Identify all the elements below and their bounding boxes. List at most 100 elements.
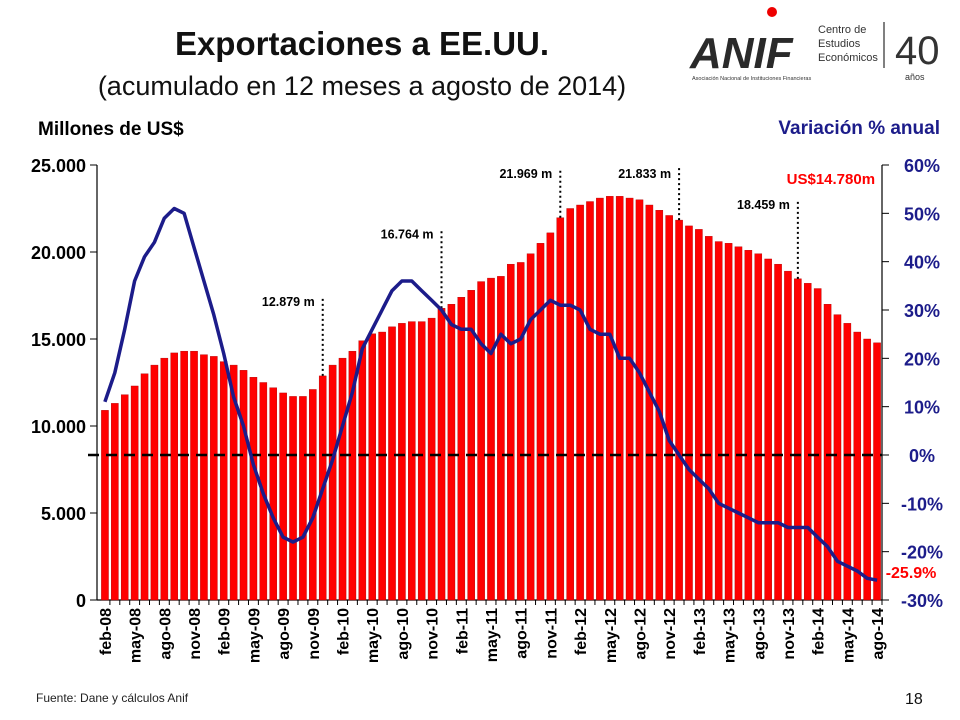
y2-tick-label: 30% (904, 301, 940, 321)
bar-value-label: 12.879 m (262, 295, 315, 309)
bar (299, 396, 307, 601)
bar (309, 389, 317, 601)
y-tick-label: 20.000 (31, 243, 86, 263)
x-tick-label: nov-11 (543, 608, 560, 659)
bar (120, 394, 129, 601)
logo-center: Estudios (818, 38, 861, 50)
y2-tick-label: 0% (909, 446, 935, 466)
bar (338, 357, 347, 601)
bar (289, 396, 297, 601)
y-axis-label: Millones de US$ (38, 119, 184, 140)
bar (447, 304, 456, 601)
y2-tick-label: 60% (904, 156, 940, 176)
x-tick-label: nov-08 (187, 608, 204, 660)
bar (378, 331, 386, 601)
logo-tagline: Asociación Nacional de Instituciones Fin… (692, 76, 811, 82)
bar (111, 403, 119, 601)
logo-anniversary-sub: años (905, 72, 925, 82)
x-tick-label: may-12 (603, 608, 620, 663)
x-tick-label: feb-09 (217, 608, 234, 655)
bar (130, 385, 139, 601)
bar (556, 217, 565, 601)
bar (398, 323, 406, 601)
logo-dot (767, 7, 777, 17)
bar (705, 236, 713, 601)
line-value-label: -25.9% (886, 565, 937, 582)
bar-value-label: US$14.780m (787, 171, 875, 188)
source: Fuente: Dane y cálculos Anif (36, 691, 189, 705)
y2-tick-label: -20% (901, 543, 943, 563)
bar (536, 243, 545, 601)
bar (427, 317, 436, 601)
bar (843, 323, 852, 601)
bar (180, 350, 188, 601)
bar (813, 288, 822, 601)
bar (457, 297, 466, 601)
bar (219, 361, 228, 601)
bar (170, 352, 179, 601)
bar (863, 338, 871, 601)
bar (417, 321, 426, 601)
bar (477, 281, 485, 601)
bar (328, 364, 337, 601)
bar (596, 197, 604, 601)
x-tick-label: ago-08 (157, 608, 174, 660)
bar (625, 197, 634, 601)
bar (388, 326, 396, 601)
bar (150, 364, 159, 601)
bar (368, 333, 376, 601)
bar (279, 392, 287, 601)
x-tick-label: may-13 (722, 608, 739, 663)
bar (764, 258, 772, 601)
bar (467, 290, 475, 601)
x-tick-label: may-08 (128, 608, 145, 663)
bar-value-label: 16.764 m (381, 227, 434, 241)
x-tick-label: may-11 (484, 608, 501, 662)
x-tick-label: nov-12 (662, 608, 679, 660)
bar (358, 340, 367, 601)
logo-name: ANIF (689, 29, 794, 78)
bar (487, 277, 495, 601)
bar (615, 196, 624, 601)
bar (408, 321, 416, 601)
bar (833, 314, 842, 601)
bar (784, 270, 792, 601)
bar (645, 204, 654, 601)
x-tick-label: ago-09 (276, 608, 293, 660)
x-tick-label: feb-10 (336, 608, 353, 655)
x-tick-label: feb-14 (811, 608, 828, 655)
bar (714, 241, 723, 601)
y-tick-label: 25.000 (31, 156, 86, 176)
x-tick-label: feb-12 (573, 608, 590, 655)
logo-center: Económicos (818, 52, 878, 64)
x-tick-label: ago-12 (632, 608, 649, 660)
bar (229, 364, 238, 601)
bar (269, 387, 277, 601)
bar (635, 199, 644, 601)
y2-tick-label: 40% (904, 253, 940, 273)
bar (576, 204, 584, 601)
bar (200, 354, 208, 601)
x-tick-label: ago-13 (751, 608, 768, 660)
bar-value-label: 21.969 m (499, 167, 552, 181)
logo-center: Centro de (818, 24, 866, 36)
x-tick-label: ago-11 (514, 608, 531, 659)
bar (744, 250, 753, 601)
y-tick-label: 15.000 (31, 330, 86, 350)
x-tick-label: nov-13 (781, 608, 798, 660)
y2-tick-label: 50% (904, 204, 940, 224)
chart-title: Exportaciones a EE.UU. (175, 25, 549, 62)
y2-tick-label: -30% (901, 591, 943, 611)
bar (754, 253, 763, 601)
x-tick-label: nov-10 (425, 608, 442, 660)
line-series (103, 206, 878, 582)
bar (239, 370, 248, 601)
bar (685, 225, 693, 601)
bar (160, 357, 169, 601)
y-tick-label: 0 (76, 591, 86, 611)
bar (190, 350, 198, 601)
y2-tick-label: 20% (904, 349, 940, 369)
x-tick-label: feb-11 (454, 608, 471, 654)
y2-tick-label: 10% (904, 398, 940, 418)
